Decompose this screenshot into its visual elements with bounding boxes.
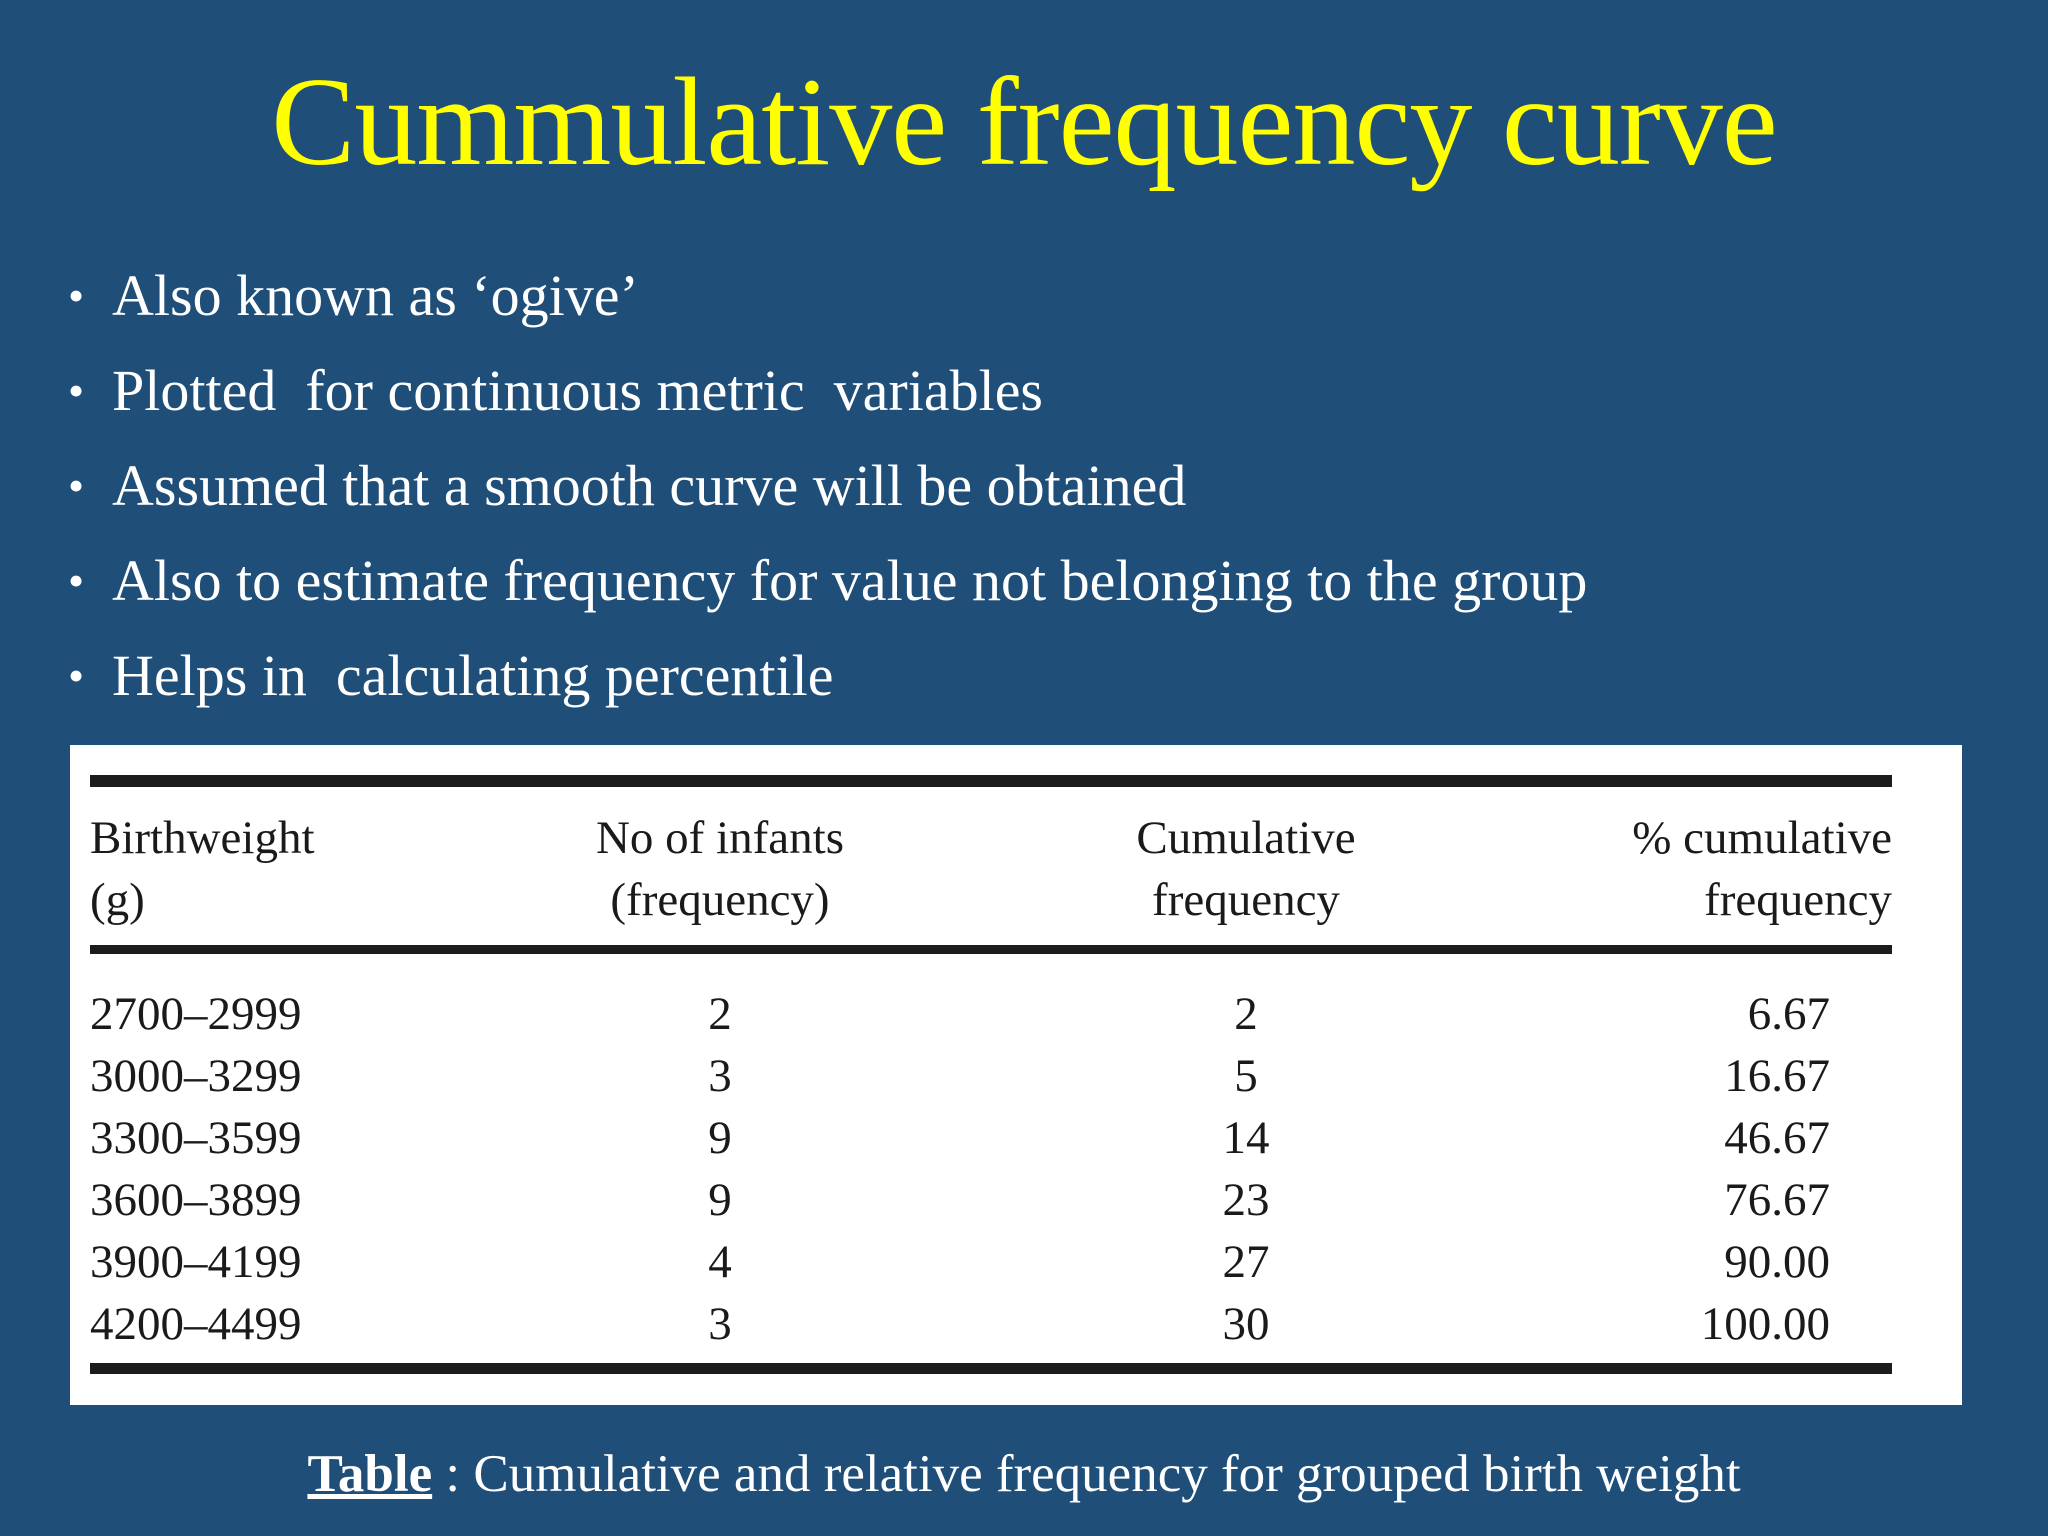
table-cell: 6.67 bbox=[1747, 988, 1830, 1040]
table-cell: 2700–2999 bbox=[90, 988, 302, 1040]
table-cell: 3000–3299 bbox=[90, 1050, 302, 1102]
table-cell: 5 bbox=[1234, 1050, 1258, 1102]
bullet-text: Also to estimate frequency for value not… bbox=[112, 548, 1588, 613]
table-cell: 3 bbox=[708, 1050, 732, 1102]
table-header-row: Birthweight (g) No of infants (frequency… bbox=[90, 807, 1892, 931]
column-header-cumulative-frequency: Cumulative frequency bbox=[1136, 812, 1356, 926]
table-row: 3300–3599 9 14 46.67 bbox=[90, 1107, 1892, 1169]
page-title: Cummulative frequency curve bbox=[271, 53, 1777, 192]
table-bottom-rule bbox=[90, 1363, 1892, 1374]
table-top-rule bbox=[90, 775, 1892, 787]
table-cell: 2 bbox=[1234, 988, 1258, 1040]
table-cell: 2 bbox=[708, 988, 732, 1040]
bullet-text: Plotted for continuous metric variables bbox=[112, 358, 1044, 423]
table-caption: Table : Cumulative and relative frequenc… bbox=[0, 1443, 2048, 1505]
list-item: • Also to estimate frequency for value n… bbox=[68, 533, 2008, 628]
list-item: • Plotted for continuous metric variable… bbox=[68, 343, 2008, 438]
bullet-marker: • bbox=[68, 650, 85, 701]
table-cell: 3900–4199 bbox=[90, 1236, 302, 1288]
bullet-text: Also known as ‘ogive’ bbox=[112, 263, 639, 328]
table-body: 2700–2999 2 2 6.67 3000–3299 3 5 16.67 3… bbox=[90, 983, 1892, 1355]
table-cell: 100.00 bbox=[1700, 1298, 1830, 1350]
bullet-marker: • bbox=[68, 365, 85, 416]
column-header-pct-cumulative-frequency: % cumulative frequency bbox=[1632, 812, 1892, 926]
table-row: 3600–3899 9 23 76.67 bbox=[90, 1169, 1892, 1231]
list-item: • Also known as ‘ogive’ bbox=[68, 248, 2008, 343]
table-cell: 27 bbox=[1222, 1236, 1270, 1288]
table-cell: 9 bbox=[708, 1174, 732, 1226]
table-row: 2700–2999 2 2 6.67 bbox=[90, 983, 1892, 1045]
table-cell: 3600–3899 bbox=[90, 1174, 302, 1226]
table-cell: 4200–4499 bbox=[90, 1298, 302, 1350]
table-cell: 3 bbox=[708, 1298, 732, 1350]
list-item: • Assumed that a smooth curve will be ob… bbox=[68, 438, 2008, 533]
bullet-marker: • bbox=[68, 270, 85, 321]
table-cell: 14 bbox=[1222, 1112, 1270, 1164]
table-cell: 9 bbox=[708, 1112, 732, 1164]
bullet-marker: • bbox=[68, 460, 85, 511]
table-cell: 76.67 bbox=[1724, 1174, 1830, 1226]
column-header-birthweight: Birthweight (g) bbox=[90, 812, 315, 926]
table-panel: Birthweight (g) No of infants (frequency… bbox=[70, 745, 1962, 1405]
table-cell: 23 bbox=[1222, 1174, 1270, 1226]
bullet-marker: • bbox=[68, 555, 85, 606]
table-header-rule bbox=[90, 945, 1892, 954]
list-item: • Helps in calculating percentile bbox=[68, 628, 2008, 723]
table-cell: 90.00 bbox=[1724, 1236, 1830, 1288]
table-row: 3900–4199 4 27 90.00 bbox=[90, 1231, 1892, 1293]
table-cell: 46.67 bbox=[1724, 1112, 1830, 1164]
table-row: 4200–4499 3 30 100.00 bbox=[90, 1293, 1892, 1355]
table-caption-text: : Cumulative and relative frequency for … bbox=[432, 1445, 1741, 1503]
table-caption-label: Table bbox=[307, 1445, 433, 1503]
column-header-no-of-infants: No of infants (frequency) bbox=[595, 812, 844, 926]
bullet-list: • Also known as ‘ogive’ • Plotted for co… bbox=[68, 248, 2008, 723]
table-cell: 3300–3599 bbox=[90, 1112, 302, 1164]
table-cell: 4 bbox=[708, 1236, 732, 1288]
data-table: Birthweight (g) No of infants (frequency… bbox=[90, 745, 1892, 1405]
table-row: 3000–3299 3 5 16.67 bbox=[90, 1045, 1892, 1107]
bullet-text: Helps in calculating percentile bbox=[112, 643, 834, 708]
table-cell: 30 bbox=[1222, 1298, 1270, 1350]
bullet-text: Assumed that a smooth curve will be obta… bbox=[112, 453, 1187, 518]
table-cell: 16.67 bbox=[1724, 1050, 1830, 1102]
